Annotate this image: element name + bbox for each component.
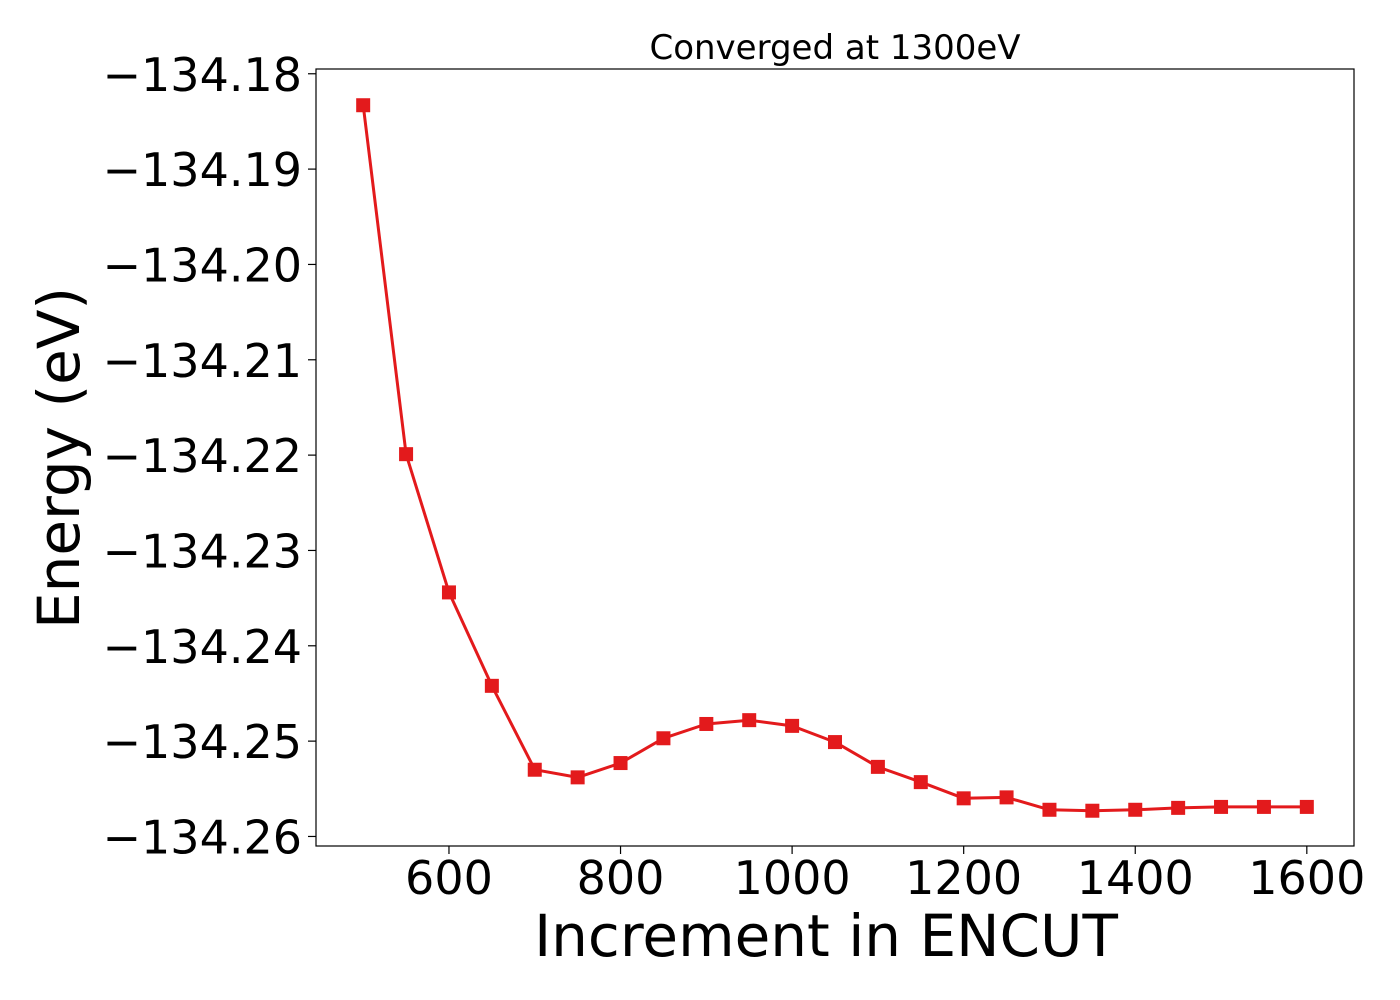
y-tick-label: −134.26 — [103, 810, 303, 864]
data-point — [613, 756, 628, 771]
x-axis-label: Increment in ENCUT — [534, 902, 1118, 970]
data-point — [484, 678, 499, 693]
data-point — [699, 716, 714, 731]
data-point — [527, 762, 542, 777]
plot-frame — [315, 68, 1355, 847]
y-tick-label: −134.22 — [103, 429, 303, 483]
data-point — [356, 98, 371, 113]
data-point — [1171, 800, 1186, 815]
x-tick-label: 1000 — [734, 851, 851, 905]
data-point — [785, 718, 800, 733]
data-point — [956, 791, 971, 806]
y-axis: −134.18 −134.19 −134.20 −134.21 −134.22 −134.… — [103, 48, 316, 864]
chart-title: Converged at 1300eV — [649, 28, 1020, 68]
series-line — [361, 105, 1307, 813]
y-axis-label: Energy (eV) — [25, 287, 93, 629]
x-tick-label: 1400 — [1077, 851, 1194, 905]
y-tick-label: −134.20 — [103, 238, 303, 292]
data-point — [1214, 799, 1229, 814]
y-tick-label: −134.23 — [103, 524, 303, 578]
x-tick-label: 1600 — [1248, 851, 1365, 905]
data-point — [570, 770, 585, 785]
y-tick-label: −134.18 — [103, 48, 303, 102]
data-point — [1299, 799, 1314, 814]
data-point — [742, 713, 757, 728]
x-tick-label: 800 — [577, 851, 665, 905]
x-tick-label: 1200 — [905, 851, 1022, 905]
data-point — [441, 585, 456, 600]
x-axis: 600 800 1000 1200 1400 1600 — [405, 846, 1365, 905]
data-point — [828, 735, 842, 750]
y-tick-label: −134.21 — [103, 334, 303, 388]
data-point — [399, 447, 414, 462]
data-point — [913, 775, 928, 790]
y-tick-label: −134.24 — [103, 620, 303, 674]
data-point — [1128, 802, 1143, 817]
x-tick-label: 600 — [405, 851, 493, 905]
data-point — [870, 759, 885, 774]
data-point — [1085, 803, 1100, 818]
data-point — [656, 731, 671, 746]
data-point — [999, 790, 1014, 805]
data-point — [1042, 802, 1057, 817]
y-tick-label: −134.25 — [103, 715, 303, 769]
series-layer — [356, 98, 1314, 818]
y-tick-label: −134.19 — [103, 143, 303, 197]
data-point — [1256, 799, 1271, 814]
